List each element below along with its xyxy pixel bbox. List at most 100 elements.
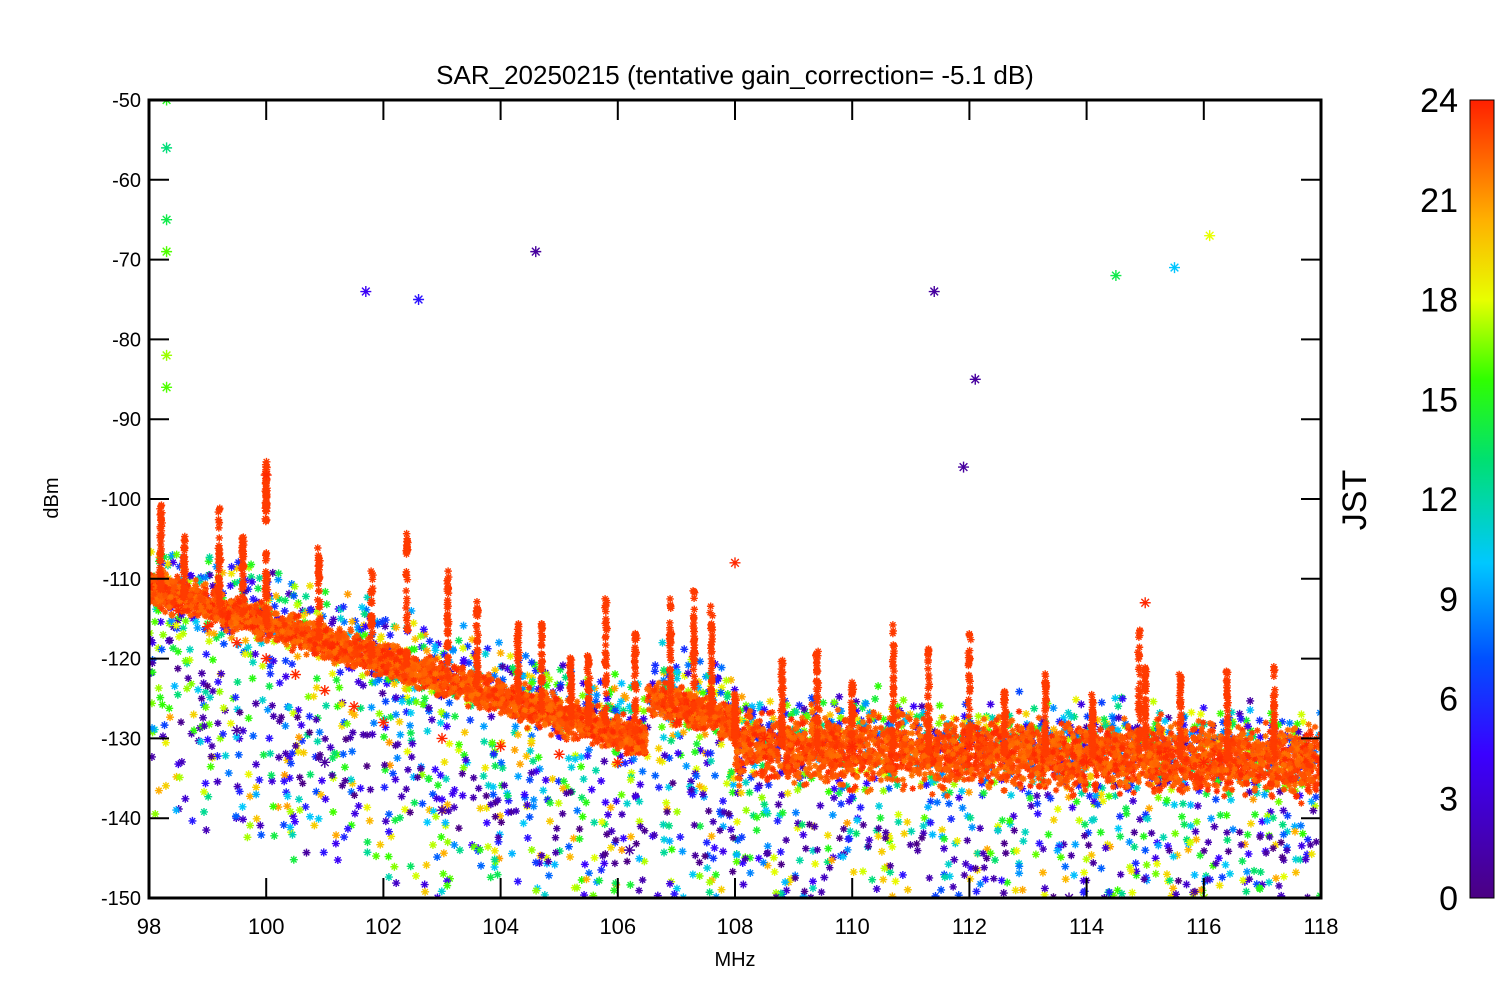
scatter-point [289,709,298,718]
scatter-point [1002,849,1010,857]
scatter-point [233,678,242,687]
scatter-point [782,886,791,895]
scatter-point [405,697,414,706]
scatter-point [1235,709,1244,718]
scatter-point [185,577,194,586]
scatter-point [611,879,620,888]
scatter-point [918,779,927,788]
scatter-point [638,767,647,776]
scatter-point [1239,760,1246,767]
scatter-point [1249,795,1258,804]
scatter-point [340,617,349,626]
scatter-point [655,679,663,687]
scatter-point [940,873,949,882]
scatter-point [775,811,784,820]
scatter-point [184,674,192,682]
scatter-point [1159,833,1168,842]
scatter-point [325,646,333,654]
scatter-point [153,593,161,601]
scatter-point [197,669,206,678]
scatter-point [459,659,468,668]
scatter-point [230,579,239,588]
scatter-point [174,647,183,656]
scatter-point [391,710,400,719]
scatter-point [1216,709,1225,718]
scatter-point [750,761,759,770]
scatter-point [673,667,682,676]
scatter-point [393,754,402,763]
scatter-point [168,551,177,560]
scatter-point [286,823,295,832]
scatter-point [820,873,829,882]
scatter-point [265,734,274,743]
scatter-point [281,656,290,665]
scatter-point [532,886,541,895]
scatter-point [228,600,235,608]
scatter-point [920,715,927,723]
scatter-point [294,706,303,715]
scatter-point [455,846,464,855]
scatter-point [813,846,822,854]
scatter-point [1027,801,1036,810]
scatter-point [1104,792,1113,801]
scatter-point [281,749,290,758]
scatter-point [1064,708,1073,717]
scatter-point [931,891,940,898]
scatter-point [203,682,212,690]
scatter-point [316,790,325,799]
scatter-point [199,713,208,722]
scatter-point [227,562,236,571]
scatter-point [1169,884,1178,893]
scatter-point [773,740,780,747]
scatter-point [442,711,451,720]
scatter-point [636,822,645,831]
scatter-point [491,761,500,770]
scatter-point [423,818,432,827]
scatter-point [344,663,353,672]
scatter-point [197,694,206,703]
scatter-point [443,877,452,886]
scatter-point [213,777,222,786]
scatter-point [1311,793,1320,802]
scatter-point [1080,831,1089,840]
scatter-point [582,798,591,807]
scatter-point [1192,817,1201,826]
scatter-point [265,628,273,635]
scatter-point [455,824,463,832]
scatter-point [600,757,609,766]
scatter-point [1049,815,1058,824]
scatter-point [421,887,430,896]
scatter-point [281,596,290,605]
scatter-point [1097,698,1106,707]
scatter-point [1315,743,1321,750]
scatter-point [450,785,459,794]
scatter-point [903,885,912,894]
scatter-point [1154,841,1163,850]
scatter-point [329,807,338,816]
scatter-point [1246,819,1255,828]
scatter-point [1127,867,1136,876]
scatter-point [993,822,1002,831]
scatter-point [949,883,957,891]
scatter-point [1141,810,1150,819]
scatter-point [746,724,754,732]
scatter-point [298,779,307,788]
scatter-point [1072,730,1081,739]
scatter-point [443,681,451,688]
scatter-point [1223,828,1231,837]
scatter-point [424,703,433,712]
scatter-point [591,766,600,775]
scatter-point [1233,756,1240,763]
scatter-point [368,730,377,739]
scatter-point [1121,719,1130,728]
scatter-point [294,747,303,756]
scatter-point [367,669,376,678]
scatter-point [884,784,893,793]
scatter-point [837,707,846,716]
scatter-point [687,785,696,794]
scatter-point [248,577,257,586]
scatter-point [680,671,689,680]
scatter-point [149,668,157,677]
scatter-point [659,685,666,692]
scatter-point [1003,776,1010,784]
